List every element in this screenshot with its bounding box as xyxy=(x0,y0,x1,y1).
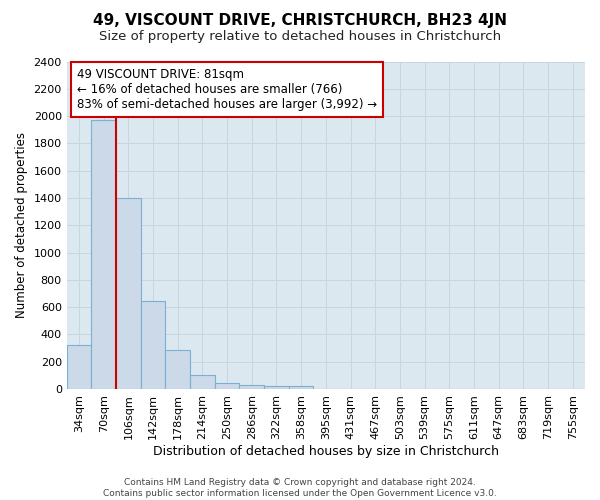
Text: Contains HM Land Registry data © Crown copyright and database right 2024.
Contai: Contains HM Land Registry data © Crown c… xyxy=(103,478,497,498)
X-axis label: Distribution of detached houses by size in Christchurch: Distribution of detached houses by size … xyxy=(153,444,499,458)
Bar xyxy=(264,386,289,389)
Bar xyxy=(116,198,141,389)
Bar xyxy=(289,386,313,389)
Text: 49, VISCOUNT DRIVE, CHRISTCHURCH, BH23 4JN: 49, VISCOUNT DRIVE, CHRISTCHURCH, BH23 4… xyxy=(93,12,507,28)
Bar xyxy=(166,350,190,389)
Bar xyxy=(91,120,116,389)
Bar xyxy=(215,383,239,389)
Bar xyxy=(67,344,91,389)
Y-axis label: Number of detached properties: Number of detached properties xyxy=(15,132,28,318)
Bar xyxy=(190,376,215,389)
Bar xyxy=(141,301,166,389)
Bar xyxy=(239,385,264,389)
Text: 49 VISCOUNT DRIVE: 81sqm
← 16% of detached houses are smaller (766)
83% of semi-: 49 VISCOUNT DRIVE: 81sqm ← 16% of detach… xyxy=(77,68,377,111)
Text: Size of property relative to detached houses in Christchurch: Size of property relative to detached ho… xyxy=(99,30,501,43)
